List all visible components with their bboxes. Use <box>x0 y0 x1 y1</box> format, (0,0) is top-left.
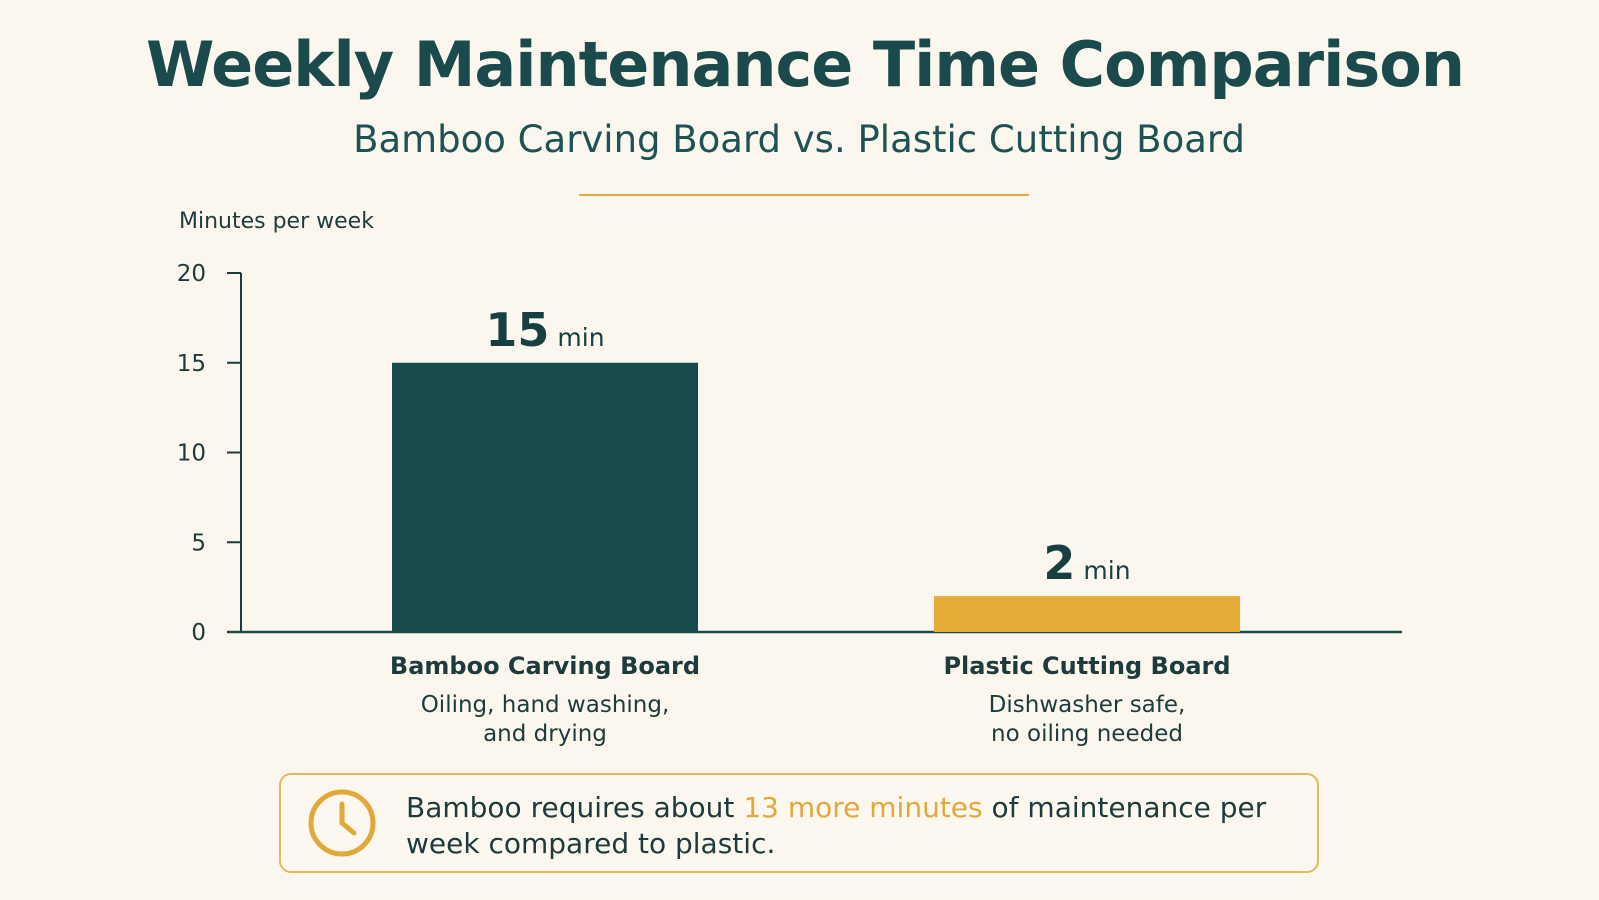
y-tick-label: 5 <box>191 530 206 556</box>
y-tick-label: 20 <box>177 261 206 287</box>
y-tick-label: 15 <box>177 351 206 377</box>
bar <box>392 362 698 632</box>
callout-text: Bamboo requires about 13 more minutes of… <box>406 790 1286 862</box>
x-category-description: Dishwasher safe, <box>989 692 1186 718</box>
bar-value-unit: min <box>557 323 604 352</box>
callout-text-before: Bamboo requires about <box>406 791 744 824</box>
chart-subtitle: Bamboo Carving Board vs. Plastic Cutting… <box>353 118 1245 161</box>
x-category-description: and drying <box>483 721 607 747</box>
callout-text-after: of maintenance per week compared to plas… <box>406 791 1267 860</box>
x-category-description: Oiling, hand washing, <box>421 692 670 718</box>
x-category-description: no oiling needed <box>991 721 1183 747</box>
x-category-label: Plastic Cutting Board <box>943 652 1230 680</box>
chart-title: Weekly Maintenance Time Comparison <box>145 28 1465 101</box>
y-axis-label: Minutes per week <box>179 209 374 234</box>
bar-value-label: 15 min <box>485 303 604 357</box>
title-divider <box>579 194 1029 196</box>
clock-icon <box>308 789 376 857</box>
bar-value-unit: min <box>1083 556 1130 585</box>
callout-highlight: 13 more minutes <box>743 791 983 824</box>
x-category-label: Bamboo Carving Board <box>390 652 700 680</box>
bar-value-number: 2 <box>1043 536 1075 590</box>
bar-value-number: 15 <box>485 303 549 357</box>
insight-callout: Bamboo requires about 13 more minutes of… <box>279 773 1319 873</box>
y-tick-label: 10 <box>177 441 206 467</box>
bar <box>934 596 1240 632</box>
y-tick-label: 0 <box>191 620 206 646</box>
bar-value-label: 2 min <box>1043 536 1130 590</box>
bar-chart: Minutes per week 0 5 10 15 20 15 min Bamboo Carv… <box>177 209 1402 747</box>
